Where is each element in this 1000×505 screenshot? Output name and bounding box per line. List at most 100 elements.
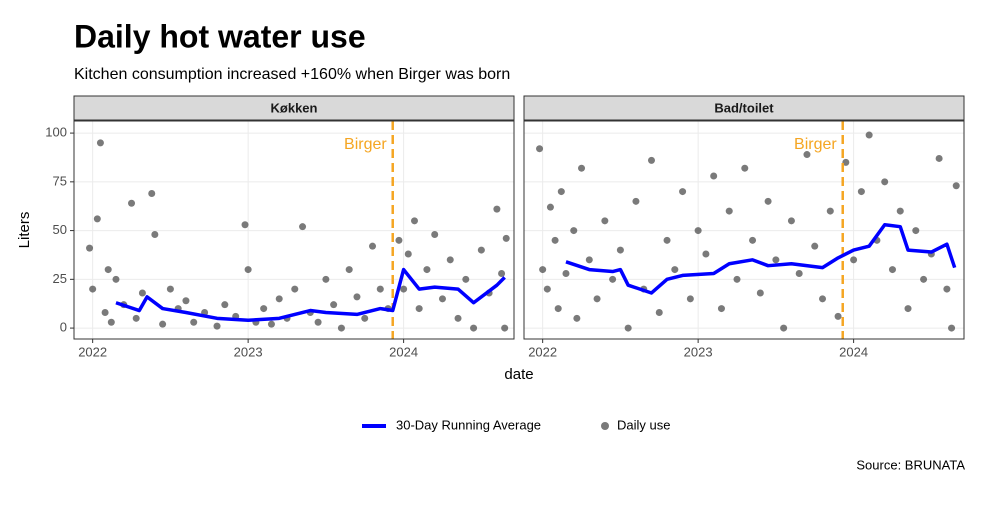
x-tick-label: 2022	[78, 344, 107, 359]
y-tick-label: 25	[53, 271, 67, 286]
strip-background	[73, 95, 515, 121]
caption: Source: BRUNATA	[856, 457, 965, 472]
daily-point	[819, 295, 827, 303]
daily-point	[501, 324, 509, 332]
daily-point	[330, 301, 338, 309]
daily-point	[400, 285, 408, 293]
daily-point	[493, 205, 501, 213]
daily-point	[647, 156, 655, 164]
daily-point	[935, 154, 943, 162]
x-axis-title: date	[504, 366, 533, 383]
daily-point	[787, 217, 795, 225]
daily-point	[345, 266, 353, 274]
daily-point	[410, 217, 418, 225]
daily-point	[562, 269, 570, 277]
chart-title: Daily hot water use	[74, 18, 366, 54]
facet-title: Bad/toilet	[714, 100, 774, 115]
daily-point	[764, 197, 772, 205]
chart-subtitle: Kitchen consumption increased +160% when…	[74, 66, 510, 83]
x-tick-label: 2024	[839, 344, 868, 359]
daily-point	[780, 324, 788, 332]
annotation-label: Birger	[344, 136, 387, 153]
daily-point	[663, 236, 671, 244]
daily-point	[803, 151, 811, 159]
x-tick-label: 2023	[684, 344, 713, 359]
x-tick-label: 2024	[389, 344, 418, 359]
daily-point	[369, 242, 377, 250]
daily-point	[570, 227, 578, 235]
daily-point	[86, 244, 94, 252]
daily-point	[896, 207, 904, 215]
panel-border	[523, 120, 965, 340]
daily-point	[101, 308, 109, 316]
daily-point	[686, 295, 694, 303]
daily-point	[376, 285, 384, 293]
daily-point	[834, 312, 842, 320]
daily-point	[624, 324, 632, 332]
daily-point	[477, 246, 485, 254]
running-average-line	[115, 267, 506, 323]
daily-point	[128, 199, 136, 207]
daily-point	[811, 242, 819, 250]
daily-point	[593, 295, 601, 303]
legend-label: Daily use	[617, 417, 670, 432]
daily-point	[221, 301, 229, 309]
daily-point	[138, 289, 146, 297]
panel-border	[73, 120, 515, 340]
daily-point	[314, 318, 322, 326]
running-average-line	[565, 222, 957, 295]
daily-point	[299, 223, 307, 231]
daily-point	[438, 295, 446, 303]
daily-point	[826, 207, 834, 215]
daily-point	[241, 221, 249, 229]
daily-point	[353, 293, 361, 301]
daily-point	[267, 320, 275, 328]
daily-point	[888, 266, 896, 274]
daily-point	[151, 230, 159, 238]
daily-point	[322, 275, 330, 283]
y-axis-title: Liters	[16, 212, 33, 249]
daily-point	[361, 314, 369, 322]
daily-point	[554, 305, 562, 313]
y-tick-label: 50	[53, 222, 67, 237]
strip-background	[523, 95, 965, 121]
daily-point	[112, 275, 120, 283]
daily-point	[415, 305, 423, 313]
daily-point	[952, 182, 960, 190]
daily-point	[573, 314, 581, 322]
daily-point	[244, 266, 252, 274]
daily-point	[182, 297, 190, 305]
daily-point	[543, 285, 551, 293]
daily-point	[725, 207, 733, 215]
daily-point	[904, 305, 912, 313]
daily-point	[948, 324, 956, 332]
x-tick-label: 2022	[528, 344, 557, 359]
daily-point	[616, 246, 624, 254]
daily-point	[795, 269, 803, 277]
daily-point	[539, 266, 547, 274]
daily-point	[857, 188, 865, 196]
daily-point	[395, 236, 403, 244]
daily-point	[190, 318, 198, 326]
daily-point	[454, 314, 462, 322]
legend-point	[601, 422, 609, 430]
daily-point	[404, 250, 412, 258]
daily-point	[671, 266, 679, 274]
daily-point	[601, 217, 609, 225]
daily-point	[275, 295, 283, 303]
daily-point	[166, 285, 174, 293]
daily-point	[431, 230, 439, 238]
daily-point	[578, 164, 586, 172]
daily-point	[423, 266, 431, 274]
daily-point	[148, 190, 156, 198]
y-tick-label: 75	[53, 173, 67, 188]
daily-point	[89, 285, 97, 293]
daily-point	[749, 236, 757, 244]
daily-point	[733, 275, 741, 283]
daily-point	[865, 131, 873, 139]
daily-point	[710, 172, 718, 180]
daily-point	[536, 145, 544, 153]
daily-point	[842, 158, 850, 166]
daily-point	[920, 275, 928, 283]
